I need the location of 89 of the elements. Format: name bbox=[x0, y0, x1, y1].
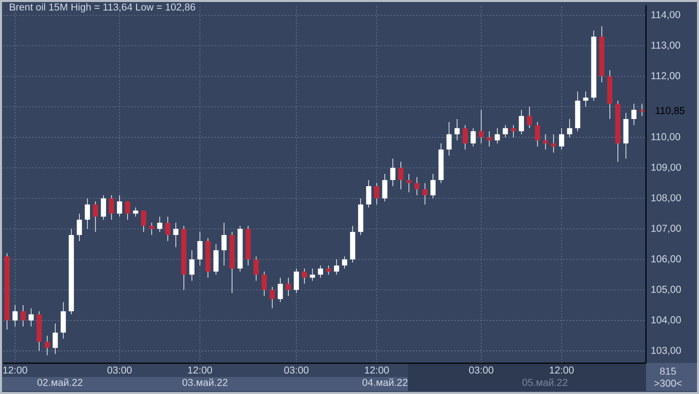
x-tick-label: 03:00 bbox=[107, 366, 132, 374]
y-tick-label: 103,00 bbox=[651, 346, 681, 356]
candlestick bbox=[382, 174, 388, 202]
candlestick bbox=[189, 250, 194, 282]
candlestick bbox=[502, 124, 508, 138]
candlestick bbox=[398, 161, 404, 190]
candlestick bbox=[422, 182, 428, 205]
candlestick bbox=[141, 210, 146, 232]
candlestick bbox=[486, 130, 492, 147]
text: 02.май.22 bbox=[37, 378, 82, 386]
candlestick bbox=[567, 118, 572, 138]
candlestick bbox=[454, 118, 460, 141]
candlestick bbox=[414, 176, 420, 196]
y-tick-label: 109,00 bbox=[651, 164, 681, 172]
y-tick-label: 108,00 bbox=[651, 194, 681, 202]
candlestick bbox=[44, 335, 50, 356]
candlestick bbox=[173, 222, 178, 248]
x-tick-label: 12:00 bbox=[550, 366, 574, 374]
candlestick bbox=[125, 201, 130, 220]
candlestick bbox=[92, 201, 98, 232]
candlestick bbox=[526, 106, 532, 128]
candlestick bbox=[294, 268, 299, 294]
candlestick bbox=[446, 122, 452, 156]
candlestick bbox=[559, 128, 564, 150]
candlestick bbox=[302, 268, 307, 284]
text: 05.май.22 bbox=[522, 378, 568, 386]
x-tick-label: 03:00 bbox=[469, 366, 494, 374]
x-tick-label: 03:00 bbox=[284, 366, 308, 374]
candlestick bbox=[494, 128, 500, 144]
candlestick bbox=[430, 174, 436, 199]
text: >300< bbox=[654, 380, 682, 387]
candlestick bbox=[108, 194, 114, 220]
candlestick bbox=[631, 103, 637, 126]
candlestick bbox=[286, 277, 291, 296]
candlestick bbox=[510, 124, 516, 138]
candlestick bbox=[84, 198, 90, 230]
candlestick bbox=[406, 174, 412, 193]
candlestick bbox=[639, 103, 645, 116]
candlestick bbox=[310, 268, 316, 282]
candlestick bbox=[262, 271, 267, 296]
y-tick-label: 110,00 bbox=[651, 133, 680, 142]
y-tick-label: 106,00 bbox=[651, 255, 681, 264]
candlestick bbox=[165, 216, 170, 242]
text: 110,85 bbox=[656, 107, 684, 116]
candlestick bbox=[20, 304, 26, 327]
candlestick bbox=[28, 308, 34, 327]
x-tick-label: 12:00 bbox=[188, 366, 212, 374]
candlestick bbox=[60, 302, 66, 340]
y-tick-label: 104,00 bbox=[651, 316, 681, 325]
candlestick bbox=[76, 213, 82, 242]
candlestick bbox=[366, 180, 372, 208]
candlestick bbox=[534, 122, 540, 147]
candlestick bbox=[157, 216, 162, 232]
candlestick bbox=[254, 256, 259, 282]
y-tick-label: 105,00 bbox=[651, 286, 681, 294]
candlestick bbox=[550, 134, 556, 153]
chart-title: Brent oil 15M High = 113,64 Low = 102,86 bbox=[10, 3, 196, 13]
y-tick-label: 112,00 bbox=[651, 72, 680, 80]
text: 03.май.22 bbox=[182, 378, 228, 386]
candlestick bbox=[326, 265, 332, 275]
candlestick bbox=[278, 277, 283, 302]
candlestick bbox=[149, 222, 154, 236]
candlestick bbox=[542, 134, 548, 150]
candlestick bbox=[462, 124, 468, 150]
candlestick bbox=[116, 194, 122, 217]
candlestick bbox=[270, 286, 275, 309]
candlestick bbox=[52, 323, 58, 354]
y-tick-label: 113,00 bbox=[651, 42, 680, 50]
candlestick bbox=[334, 259, 340, 275]
candlestick bbox=[133, 207, 138, 217]
x-tick-label: 12:00 bbox=[3, 366, 28, 374]
y-tick-label: 114,00 bbox=[651, 11, 680, 20]
text: 815 bbox=[660, 368, 676, 375]
candlestick bbox=[374, 182, 380, 205]
candlestick bbox=[583, 91, 588, 108]
text: 04.май.22 bbox=[362, 378, 408, 386]
candlestick bbox=[221, 222, 227, 266]
x-tick-label: 12:00 bbox=[364, 366, 389, 374]
candlestick bbox=[390, 158, 396, 186]
candlestick bbox=[318, 265, 324, 278]
candlestick bbox=[470, 128, 476, 147]
y-tick-label: 107,00 bbox=[651, 224, 681, 233]
candlestick bbox=[342, 256, 348, 269]
candlestick bbox=[100, 194, 106, 220]
candlestick bbox=[213, 244, 219, 275]
candlestick bbox=[518, 110, 524, 135]
candlestick bbox=[197, 232, 202, 266]
candlestick bbox=[478, 110, 484, 144]
candlestick bbox=[12, 304, 18, 327]
